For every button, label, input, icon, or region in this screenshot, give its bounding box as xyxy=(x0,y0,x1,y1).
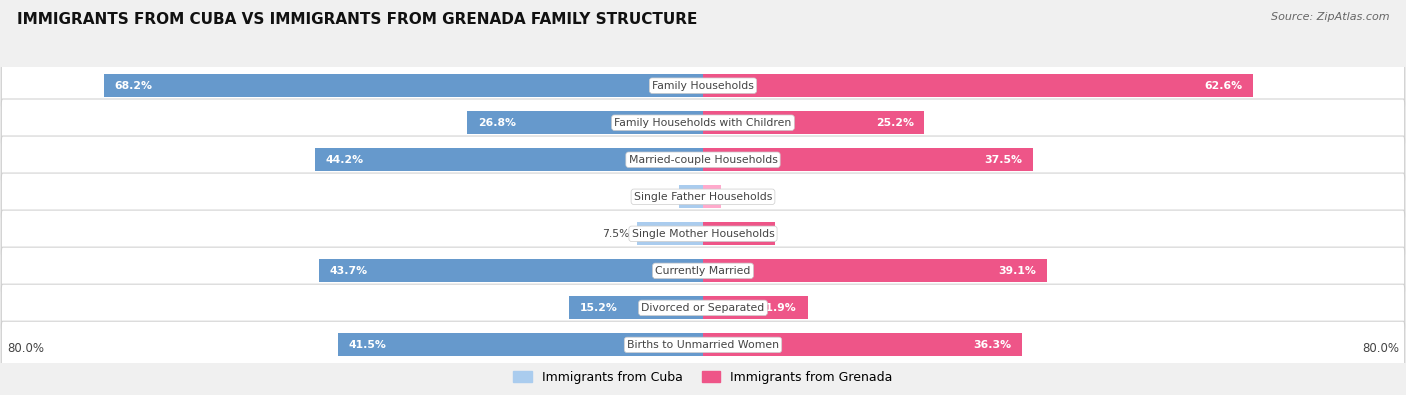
Text: Source: ZipAtlas.com: Source: ZipAtlas.com xyxy=(1271,12,1389,22)
Text: 7.5%: 7.5% xyxy=(603,229,630,239)
Text: 62.6%: 62.6% xyxy=(1205,81,1243,91)
FancyBboxPatch shape xyxy=(1,173,1405,220)
Text: 36.3%: 36.3% xyxy=(973,340,1011,350)
Text: Family Households: Family Households xyxy=(652,81,754,91)
Text: 43.7%: 43.7% xyxy=(329,266,367,276)
Text: Single Father Households: Single Father Households xyxy=(634,192,772,202)
Text: Family Households with Children: Family Households with Children xyxy=(614,118,792,128)
Text: Currently Married: Currently Married xyxy=(655,266,751,276)
Bar xyxy=(467,111,703,134)
Text: Single Mother Households: Single Mother Households xyxy=(631,229,775,239)
Bar xyxy=(703,333,1022,356)
Text: 80.0%: 80.0% xyxy=(1362,342,1399,356)
Bar xyxy=(703,222,775,245)
FancyBboxPatch shape xyxy=(1,321,1405,369)
Bar xyxy=(315,148,703,171)
Text: Divorced or Separated: Divorced or Separated xyxy=(641,303,765,313)
Bar xyxy=(703,185,721,208)
Text: 25.2%: 25.2% xyxy=(876,118,914,128)
FancyBboxPatch shape xyxy=(1,62,1405,109)
Text: 15.2%: 15.2% xyxy=(581,303,617,313)
Text: 2.7%: 2.7% xyxy=(645,192,672,202)
Bar xyxy=(637,222,703,245)
Bar xyxy=(703,260,1046,282)
Bar xyxy=(569,296,703,319)
Text: 26.8%: 26.8% xyxy=(478,118,516,128)
FancyBboxPatch shape xyxy=(1,284,1405,331)
Text: 37.5%: 37.5% xyxy=(984,155,1022,165)
FancyBboxPatch shape xyxy=(1,99,1405,147)
Text: Births to Unmarried Women: Births to Unmarried Women xyxy=(627,340,779,350)
Text: Married-couple Households: Married-couple Households xyxy=(628,155,778,165)
Bar xyxy=(703,148,1032,171)
FancyBboxPatch shape xyxy=(1,247,1405,295)
Text: 2.0%: 2.0% xyxy=(728,192,755,202)
Text: 41.5%: 41.5% xyxy=(349,340,387,350)
FancyBboxPatch shape xyxy=(1,136,1405,183)
Bar xyxy=(319,260,703,282)
Text: 68.2%: 68.2% xyxy=(114,81,152,91)
Bar xyxy=(339,333,703,356)
Bar xyxy=(703,74,1253,97)
Text: 44.2%: 44.2% xyxy=(325,155,363,165)
Bar xyxy=(104,74,703,97)
Bar xyxy=(703,296,807,319)
FancyBboxPatch shape xyxy=(1,210,1405,258)
Text: 11.9%: 11.9% xyxy=(759,303,797,313)
Legend: Immigrants from Cuba, Immigrants from Grenada: Immigrants from Cuba, Immigrants from Gr… xyxy=(508,366,898,389)
Text: 8.2%: 8.2% xyxy=(734,229,765,239)
Text: 80.0%: 80.0% xyxy=(7,342,44,356)
Bar xyxy=(679,185,703,208)
Text: 39.1%: 39.1% xyxy=(998,266,1036,276)
Text: IMMIGRANTS FROM CUBA VS IMMIGRANTS FROM GRENADA FAMILY STRUCTURE: IMMIGRANTS FROM CUBA VS IMMIGRANTS FROM … xyxy=(17,12,697,27)
Bar xyxy=(703,111,925,134)
